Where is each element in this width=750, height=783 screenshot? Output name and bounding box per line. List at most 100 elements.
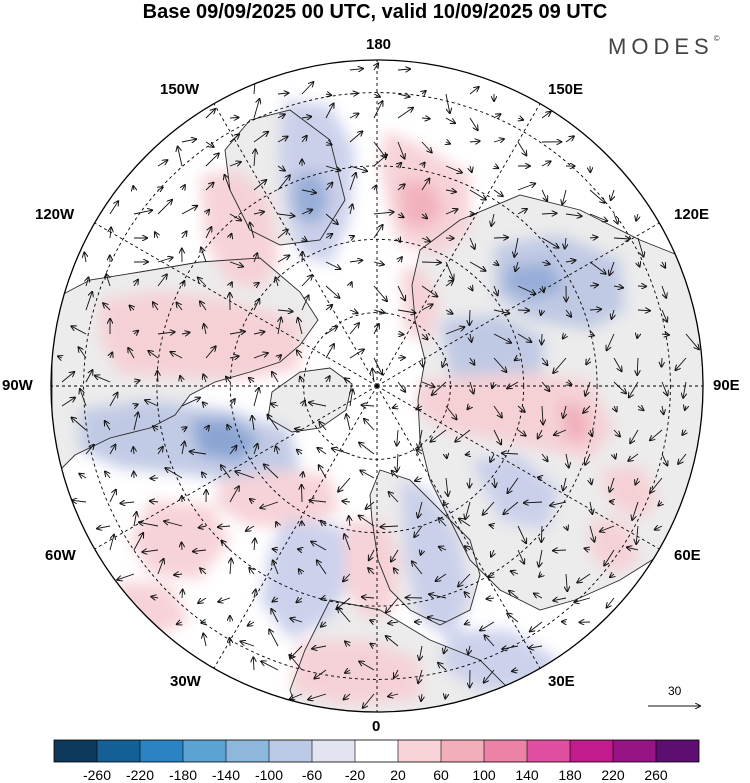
lon-label-150w: 150W xyxy=(160,81,200,98)
colorbar-label: 140 xyxy=(515,767,539,783)
wind-vector xyxy=(541,310,542,315)
wind-vector xyxy=(554,429,567,435)
wind-vector xyxy=(349,310,358,313)
wind-vector xyxy=(490,453,494,462)
colorbar-swatch xyxy=(484,740,527,762)
wind-vector xyxy=(589,237,597,238)
wind-vector xyxy=(636,525,638,544)
wind-vector xyxy=(541,453,548,461)
wind-vector xyxy=(350,204,352,215)
colorbar-label: -220 xyxy=(125,767,155,783)
wind-vector xyxy=(483,501,495,515)
wind-vector xyxy=(511,571,519,574)
wind-vector xyxy=(541,213,557,214)
wind-vector xyxy=(80,389,87,407)
wind-vector xyxy=(589,309,601,310)
colorbar-swatch xyxy=(355,740,398,762)
wind-vector xyxy=(650,429,663,440)
wind-vector xyxy=(253,388,259,407)
wind-vector xyxy=(494,166,498,168)
colorbar-swatch xyxy=(183,740,226,762)
wind-vector xyxy=(253,657,254,671)
reference-vector-label: 30 xyxy=(668,684,682,698)
lon-label-150e: 150E xyxy=(548,81,584,98)
wind-vector xyxy=(302,401,305,406)
wind-vector xyxy=(277,214,294,216)
wind-vector xyxy=(95,376,111,383)
wind-vector xyxy=(72,500,87,502)
coastline xyxy=(267,367,353,433)
wind-vector xyxy=(302,238,307,241)
wind-vector xyxy=(655,526,663,530)
colorbar-label: 220 xyxy=(601,767,625,783)
wind-vector xyxy=(421,141,432,153)
wind-vector xyxy=(276,446,278,455)
wind-vector xyxy=(562,189,566,204)
wind-vector xyxy=(638,262,640,267)
wind-vector xyxy=(541,525,542,542)
modes-logo-text: MODES xyxy=(608,34,714,59)
wind-vector xyxy=(574,597,591,602)
wind-vector xyxy=(325,305,332,310)
meridian-line xyxy=(94,222,378,387)
wind-vector xyxy=(553,550,567,551)
wind-vector xyxy=(182,442,185,455)
colorbar-swatch xyxy=(269,740,312,762)
colorbar-label: 260 xyxy=(644,767,668,783)
lon-label-180: 180 xyxy=(366,36,392,53)
wind-vector xyxy=(493,429,501,444)
wind-vector xyxy=(444,645,446,653)
wind-vector xyxy=(254,253,257,263)
wind-vector xyxy=(518,118,523,120)
wind-vector xyxy=(360,471,375,479)
wind-vector xyxy=(326,94,331,95)
wind-vector xyxy=(79,474,87,478)
wind-vector xyxy=(300,377,302,382)
wind-vector xyxy=(418,501,423,518)
wind-vector xyxy=(158,187,163,190)
map-title: Base 09/09/2025 00 UTC, valid 10/09/2025… xyxy=(142,1,608,23)
wind-vector xyxy=(466,454,470,455)
wind-vector xyxy=(445,93,450,113)
wind-vector xyxy=(130,306,135,311)
wind-vector xyxy=(421,333,428,339)
wind-vector xyxy=(429,594,447,599)
wind-vector xyxy=(241,641,255,647)
wind-vector xyxy=(445,117,455,123)
wind-vector xyxy=(484,669,495,683)
anomaly-region xyxy=(400,480,470,640)
wind-vector xyxy=(366,501,375,509)
wind-vector xyxy=(105,472,110,479)
colorbar-swatch xyxy=(527,740,570,762)
wind-vector xyxy=(271,609,279,623)
wind-vector xyxy=(530,621,543,632)
wind-vector xyxy=(590,501,592,514)
wind-vector xyxy=(164,521,183,527)
colorbar-label: -20 xyxy=(344,767,366,783)
wind-vector xyxy=(157,258,173,263)
wind-vector xyxy=(85,370,93,383)
wind-vectors xyxy=(58,63,699,708)
wind-vector xyxy=(583,405,591,413)
wind-vector xyxy=(277,175,290,191)
wind-vector xyxy=(563,334,566,339)
wind-vector xyxy=(386,597,399,613)
coastline xyxy=(411,194,703,611)
latitude-circle xyxy=(156,165,598,607)
coastlines xyxy=(51,109,703,712)
wind-vector xyxy=(350,282,352,286)
wind-vector xyxy=(295,429,303,430)
wind-vector xyxy=(311,542,327,551)
wind-vector xyxy=(613,381,626,393)
wind-vector xyxy=(301,296,309,311)
wind-vector xyxy=(342,501,351,502)
wind-vector xyxy=(661,309,667,322)
wind-vector xyxy=(203,402,206,406)
wind-vector xyxy=(373,225,383,239)
wind-vector xyxy=(373,155,387,167)
wind-vector xyxy=(589,525,594,542)
wind-vector xyxy=(289,655,303,671)
wind-vector xyxy=(128,348,135,359)
wind-vector xyxy=(349,69,363,70)
wind-vector xyxy=(421,693,422,701)
